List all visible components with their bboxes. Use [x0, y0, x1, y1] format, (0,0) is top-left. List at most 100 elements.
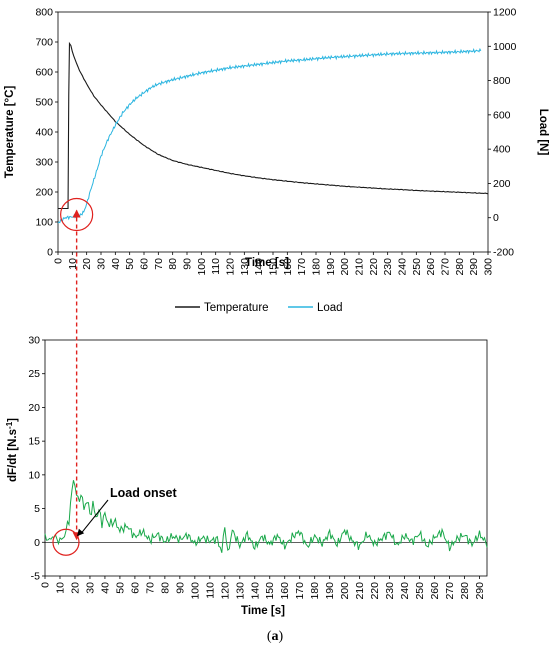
bottom-x-tick-label: 250 — [414, 582, 426, 600]
bottom-x-tick-label: 230 — [384, 582, 396, 600]
top-left-tick-label: 700 — [35, 37, 53, 49]
top-x-tick-label: 40 — [110, 258, 122, 270]
bottom-x-tick-label: 110 — [204, 582, 216, 599]
top-x-tick-label: 240 — [397, 258, 409, 276]
bottom-plot-area: 0 10 20 30 40 50 60 70 80 90 100 110 120 130 140 150 160… — [28, 335, 488, 600]
bottom-x-tick-label: 100 — [189, 582, 201, 600]
bottom-y-tick-label: 10 — [28, 469, 40, 481]
top-x-tick-label: 290 — [468, 258, 480, 276]
top-x-tick-label: 100 — [196, 258, 208, 276]
bottom-x-tick-label: 130 — [234, 582, 246, 600]
bottom-x-tick-label: 150 — [264, 582, 276, 600]
bottom-y-axis-label-main: dF/dt [N.s — [7, 429, 19, 482]
bottom-x-tick-label: 40 — [99, 582, 111, 594]
top-left-tick-label: 200 — [35, 187, 53, 199]
bottom-x-tick-label: 170 — [294, 582, 306, 600]
bottom-y-tick-label: 0 — [34, 537, 40, 549]
top-x-tick-label: 130 — [239, 258, 251, 276]
top-left-axis-label: Temperature [°C] — [4, 86, 16, 179]
temperature-series-line — [58, 41, 489, 210]
load-onset-arrow-line — [81, 499, 109, 533]
bottom-x-tick-label: 210 — [354, 582, 366, 600]
bottom-y-axis-label-end: ] — [7, 418, 19, 422]
top-plot-frame — [57, 11, 489, 253]
top-x-tick-label: 180 — [311, 258, 323, 276]
top-left-tick-label: 0 — [47, 247, 53, 259]
top-x-tick-label: 250 — [411, 258, 423, 276]
bottom-x-tick-label: 90 — [174, 582, 186, 594]
top-x-tick-label: 60 — [139, 258, 151, 270]
bottom-y-axis-label: dF/dt [N.s-1] — [5, 418, 20, 482]
bottom-x-tick-label: 160 — [279, 582, 291, 600]
top-x-tick-label: 20 — [81, 258, 93, 270]
top-left-tick-label: 600 — [35, 67, 53, 79]
legend-temperature-label: Temperature — [204, 302, 269, 314]
top-right-tick-label: 1000 — [493, 41, 517, 53]
top-right-tick-label: 400 — [493, 144, 511, 156]
bottom-plot-frame — [44, 339, 488, 577]
top-x-tick-label: 50 — [124, 258, 136, 270]
top-x-tick-label: 160 — [282, 258, 294, 276]
top-x-tick-label: 270 — [440, 258, 452, 276]
bottom-x-tick-label: 30 — [84, 582, 96, 594]
top-x-tick-label: 190 — [325, 258, 337, 276]
bottom-y-tick-label: 5 — [34, 503, 40, 515]
top-x-tick-label: 70 — [153, 258, 165, 270]
top-x-axis-label: Time [s] — [245, 257, 289, 269]
figure-caption: (a) — [267, 629, 284, 644]
bottom-x-tick-label: 220 — [369, 582, 381, 600]
top-x-tick-label: 200 — [339, 258, 351, 276]
top-right-tick-label: 800 — [493, 75, 511, 87]
top-x-tick-label: 170 — [296, 258, 308, 276]
top-x-tick-label: 110 — [210, 258, 222, 275]
top-x-tick-label: 150 — [268, 258, 280, 276]
bottom-x-tick-label: 200 — [339, 582, 351, 600]
caption-close: ) — [279, 629, 284, 644]
bottom-x-tick-label: 180 — [309, 582, 321, 600]
onset-link-arrowhead-up — [72, 209, 81, 218]
top-right-tick-label: 0 — [493, 212, 499, 224]
temperature-load-chart: 0 10 20 30 40 50 60 70 80 90 100 110 120 130 140 150 160… — [4, 7, 549, 315]
top-x-tick-label: 120 — [225, 258, 237, 276]
load-derivative-chart: 0 10 20 30 40 50 60 70 80 90 100 110 120 130 140 150 160… — [5, 335, 488, 617]
annotation-overlay — [52, 197, 109, 556]
top-right-axis-label: Load [N] — [537, 109, 549, 156]
top-x-tick-label: 90 — [182, 258, 194, 270]
top-x-tick-label: 210 — [354, 258, 366, 276]
top-right-tick-label: 600 — [493, 109, 511, 121]
top-right-tick-label: 200 — [493, 178, 511, 190]
load-series-line — [57, 47, 482, 224]
top-left-tick-label: 100 — [35, 217, 53, 229]
top-x-tick-label: 260 — [425, 258, 437, 276]
bottom-x-tick-label: 140 — [249, 582, 261, 600]
bottom-x-tick-label: 70 — [144, 582, 156, 594]
top-x-tick-label: 10 — [67, 258, 79, 270]
bottom-onset-circle — [52, 528, 80, 556]
top-legend: Temperature Load — [175, 302, 343, 314]
top-x-tick-label: 230 — [382, 258, 394, 276]
bottom-x-tick-label: 10 — [54, 582, 66, 594]
top-x-tick-label: 30 — [96, 258, 108, 270]
bottom-x-tick-label: 80 — [159, 582, 171, 594]
top-x-tick-label: 220 — [368, 258, 380, 276]
caption-open: ( — [267, 629, 272, 644]
bottom-y-tick-label: 25 — [28, 368, 40, 380]
bottom-y-tick-label: 20 — [28, 402, 40, 414]
top-left-tick-label: 300 — [35, 157, 53, 169]
top-left-tick-label: 400 — [35, 127, 53, 139]
derivative-series-line — [44, 480, 488, 553]
load-onset-annotation: Load onset — [110, 486, 178, 500]
bottom-y-axis-label-sup: -1 — [5, 421, 14, 429]
bottom-x-tick-label: 260 — [429, 582, 441, 600]
bottom-x-tick-label: 20 — [69, 582, 81, 594]
top-left-tick-label: 500 — [35, 97, 53, 109]
bottom-y-tick-label: 15 — [28, 436, 40, 448]
top-right-tick-label: -200 — [493, 247, 514, 259]
bottom-x-tick-label: 270 — [444, 582, 456, 600]
bottom-x-tick-label: 290 — [474, 582, 486, 600]
bottom-x-tick-label: 120 — [219, 582, 231, 600]
top-x-tick-label: 0 — [53, 258, 65, 264]
top-onset-circle — [60, 197, 94, 232]
top-x-tick-label: 280 — [454, 258, 466, 276]
